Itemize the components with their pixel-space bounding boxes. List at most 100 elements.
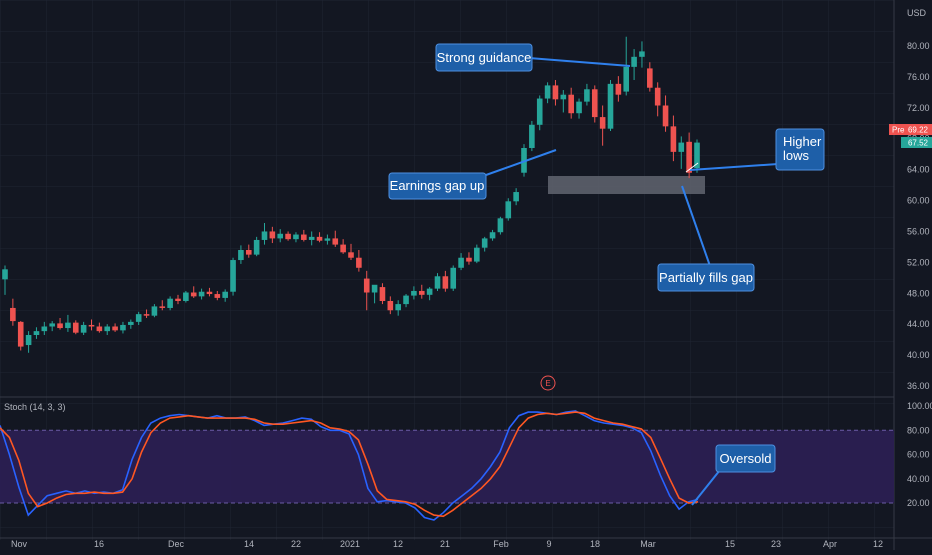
candle-body — [245, 250, 252, 255]
candle-body — [466, 257, 472, 262]
candle-body — [65, 322, 71, 329]
price-axis-tick: 76.00 — [907, 72, 930, 82]
callout-oversold[interactable] — [715, 444, 776, 473]
candle-body — [135, 314, 142, 322]
price-axis-tick: 80.00 — [907, 41, 930, 51]
time-axis-tick: Dec — [168, 539, 185, 549]
time-axis-tick: 23 — [771, 539, 781, 549]
time-axis-tick: 21 — [440, 539, 450, 549]
earnings-marker-label: E — [545, 379, 550, 388]
time-axis-tick: 9 — [546, 539, 551, 549]
candle-body — [607, 83, 614, 129]
callout-higher-lows-text: Higher lows — [783, 134, 822, 163]
candle-body — [521, 148, 527, 173]
candle-body — [356, 257, 362, 268]
callout-higher-lows-line: Higher — [783, 134, 822, 149]
candle-body — [72, 322, 79, 333]
earnings-marker-icon[interactable] — [540, 375, 556, 391]
candle-body — [57, 323, 63, 329]
time-axis-tick: 14 — [244, 539, 254, 549]
candle-body — [458, 257, 464, 268]
candle-body — [301, 234, 307, 240]
candle-body — [96, 326, 103, 332]
callout-pointer-higher-lows — [689, 163, 779, 171]
callout-strong-guidance[interactable] — [435, 43, 533, 72]
candle-body — [143, 314, 150, 316]
candle-body — [544, 85, 551, 99]
stoch-axis-tick: 100.00 — [907, 401, 932, 411]
last-price-badge — [901, 137, 932, 148]
time-axis-tick: 12 — [873, 539, 883, 549]
candle-body — [198, 291, 205, 297]
candle-body — [552, 85, 559, 100]
candle-body — [214, 294, 221, 298]
stoch-title: Stoch (14, 3, 3) — [4, 402, 66, 412]
candle-body — [190, 292, 197, 297]
stoch-lines-group — [0, 410, 699, 521]
candle-body — [591, 89, 598, 118]
candle-body — [183, 292, 189, 301]
candle-body — [308, 236, 315, 240]
candle-body — [340, 244, 346, 253]
callout-fills-gap[interactable] — [657, 263, 755, 292]
candle-body — [403, 295, 409, 305]
candle-body — [631, 56, 637, 67]
stoch-axis-tick: 80.00 — [907, 425, 930, 435]
time-axis-tick: 16 — [94, 539, 104, 549]
candle-body — [17, 321, 24, 347]
callout-earnings-gap[interactable] — [388, 172, 487, 200]
time-axis-tick: 2021 — [340, 539, 360, 549]
time-axis-tick: Apr — [823, 539, 837, 549]
candles-group — [2, 36, 700, 353]
callout-oversold-text: Oversold — [719, 451, 771, 466]
time-axis-tick: 15 — [725, 539, 735, 549]
candle-body — [678, 142, 685, 152]
candle-body — [332, 238, 339, 245]
candle-body — [474, 247, 480, 262]
candle-body — [694, 142, 700, 169]
candle-body — [80, 324, 87, 333]
callout-pointer-fills-gap — [681, 185, 711, 267]
time-axis-tick: Nov — [11, 539, 28, 549]
candle-body — [536, 98, 543, 125]
callout-pointer-earnings — [485, 149, 557, 176]
candle-body — [505, 201, 512, 219]
currency-label: USD — [907, 8, 927, 18]
candle-body — [25, 335, 32, 346]
candle-body — [434, 276, 441, 289]
pre-price-tag: Pre — [892, 126, 905, 135]
price-axis-tick: 64.00 — [907, 165, 930, 175]
callout-higher-lows[interactable] — [775, 128, 825, 171]
time-axis-tick: Mar — [640, 539, 656, 549]
time-axis-tick: 22 — [291, 539, 301, 549]
price-axis-tick: 52.00 — [907, 257, 930, 267]
candle-body — [442, 276, 449, 289]
callout-earnings-gap-text: Earnings gap up — [390, 178, 485, 193]
candle-body — [88, 324, 95, 327]
candle-body — [175, 298, 181, 301]
price-axis-tick: 60.00 — [907, 196, 930, 206]
candle-body — [686, 141, 692, 173]
stoch-axis-tick: 60.00 — [907, 450, 930, 460]
stoch-axis-tick: 20.00 — [907, 498, 930, 508]
candle-body — [33, 331, 40, 335]
candle-body — [371, 284, 378, 293]
candle-body — [324, 238, 331, 241]
stoch-d-line — [0, 411, 699, 518]
price-axis-tick: 40.00 — [907, 350, 930, 360]
price-axis-tick: 36.00 — [907, 381, 930, 391]
candle-body — [568, 94, 574, 114]
callout-pointer-strong-guidance — [528, 57, 631, 67]
candle-body — [230, 260, 236, 292]
candle-body — [411, 290, 417, 296]
last-price-value: 67.52 — [908, 139, 929, 148]
candle-body — [293, 234, 299, 240]
candle-body — [584, 89, 590, 102]
candle-body — [112, 326, 118, 331]
candle-body — [277, 233, 284, 239]
candle-body — [159, 306, 166, 308]
candle-body — [513, 192, 519, 202]
candle-body — [654, 87, 661, 106]
